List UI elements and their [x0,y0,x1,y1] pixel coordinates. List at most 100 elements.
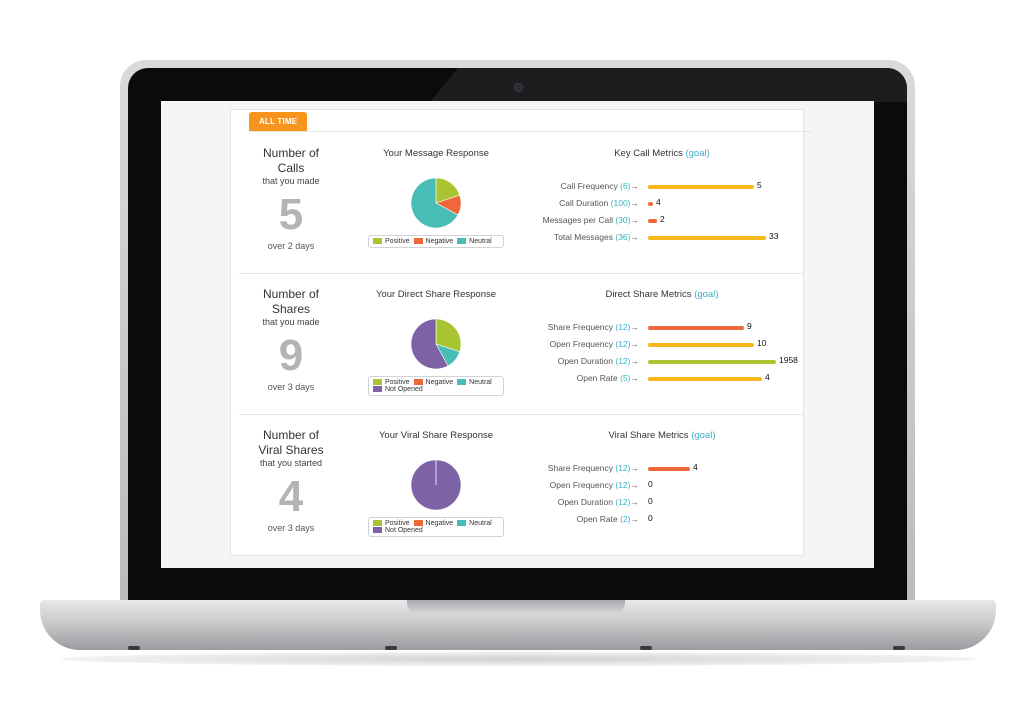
pie-title: Your Message Response [383,148,489,159]
response-pie-chart[interactable] [410,318,462,370]
count-block: Number of Viral Shares that you started 4 ov… [241,428,341,533]
metric-bar [648,467,690,471]
metrics-block: Key Call Metrics (goal) Call Frequency (6… [521,148,803,247]
arrow-icon: → [630,339,640,349]
tab-underline [249,131,813,132]
metric-goal[interactable]: (12) [615,356,631,366]
metric-label: Share Frequency (12)→ [548,322,639,332]
arrow-icon: → [630,514,640,524]
metric-value: 1958 [779,355,798,365]
metric-goal[interactable]: (6) [620,181,631,191]
response-pie-chart[interactable] [410,177,462,229]
legend-label: Negative [425,379,454,386]
legend-item[interactable]: Negative [413,379,454,386]
metric-label: Open Frequency (12)→ [550,480,639,490]
metric-row: Open Rate (5)→ 4 [521,371,803,388]
legend-item[interactable]: Not Opened [373,386,423,393]
metric-name: Messages per Call [542,215,613,225]
metric-label: Open Rate (5)→ [577,373,639,383]
laptop-foot [893,646,905,650]
section-divider [239,414,803,415]
metric-goal[interactable]: (12) [615,497,631,507]
pie-legend: Positive Negative Neutral Not Opened [368,376,504,396]
metric-goal[interactable]: (2) [620,514,631,524]
metric-label: Open Duration (12)→ [558,356,639,366]
legend-item[interactable]: Positive [373,238,410,245]
metric-name: Open Rate [576,373,618,383]
legend-swatch [413,379,423,386]
metrics-block: Direct Share Metrics (goal) Share Frequen… [521,289,803,388]
legend-swatch [373,238,382,245]
metric-row: Total Messages (36)→ 33 [521,230,803,247]
legend-swatch [373,520,382,527]
arrow-icon: → [630,215,640,225]
section-divider [239,273,803,274]
metric-row: Call Frequency (6)→ 5 [521,179,803,196]
legend-item[interactable]: Negative [413,238,454,245]
metric-value: 2 [660,214,665,224]
legend-swatch [373,527,382,534]
tab-all-time[interactable]: ALL TIME [249,112,308,131]
legend-item[interactable]: Not Opened [373,527,423,534]
legend-item[interactable]: Neutral [457,238,492,245]
legend-swatch [457,520,467,527]
metric-goal[interactable]: (12) [615,322,631,332]
metric-value: 33 [769,231,779,241]
metric-goal[interactable]: (100) [610,198,631,208]
count-subtitle: that you made [262,317,320,327]
pie-legend: Positive Negative Neutral Not Opened [368,517,504,537]
legend-label: Not Opened [385,527,423,534]
goal-link[interactable]: (goal) [691,430,716,441]
pie-slice-positive[interactable] [435,318,462,353]
legend-item[interactable]: Neutral [457,520,492,527]
metric-rows: Call Frequency (6)→ 5 Call Duration (100)→… [521,179,803,247]
legend-item[interactable]: Negative [413,520,453,527]
metric-value: 4 [765,372,770,382]
legend-label: Positive [385,520,410,527]
response-pie-chart[interactable] [410,459,462,511]
arrow-icon: → [630,322,640,332]
metric-goal[interactable]: (30) [615,215,631,225]
metric-label: Call Duration (100)→ [559,198,639,208]
metric-name: Call Duration [559,198,609,208]
count-span: over 3 days [267,523,315,533]
metric-goal[interactable]: (12) [615,339,631,349]
goal-link[interactable]: (goal) [694,289,719,300]
legend-item[interactable]: Neutral [457,379,492,386]
legend-label: Negative [425,238,454,245]
metrics-title: Key Call Metrics (goal) [521,148,803,159]
legend-swatch [413,238,423,245]
legend-swatch [413,520,423,527]
legend-item[interactable]: Positive [373,520,410,527]
legend-swatch [457,238,467,245]
metric-value: 0 [648,496,653,506]
legend-swatch [373,379,382,386]
pie-block: Your Message Response Positive Negative Neu… [361,148,511,248]
pie-slice-not-opened[interactable] [410,318,449,370]
legend-label: Not Opened [385,386,423,393]
pie-title: Your Viral Share Response [378,430,494,441]
metric-goal[interactable]: (12) [615,463,631,473]
metric-row: Open Rate (2)→ 0 [521,512,803,529]
laptop-shadow [60,652,976,666]
screen: ALL TIME Number of Calls that you made 5 ove… [161,101,874,568]
count-block: Number of Calls that you made 5 over 2 days [241,146,341,251]
metric-row: Share Frequency (12)→ 4 [521,461,803,478]
pie-block: Your Viral Share Response Positive Negativ… [361,430,511,537]
metric-name: Open Duration [557,356,613,366]
pie-slice-neutral[interactable] [410,177,459,229]
legend-item[interactable]: Positive [373,379,410,386]
arrow-icon: → [630,463,640,473]
metrics-block: Viral Share Metrics (goal) Share Frequenc… [521,430,803,529]
pie-block: Your Direct Share Response Positive Negati… [361,289,511,396]
metric-goal[interactable]: (36) [615,232,631,242]
metric-goal[interactable]: (5) [620,373,631,383]
count-block: Number of Shares that you made 9 over 3 days [241,287,341,392]
metric-bar [648,326,744,330]
goal-link[interactable]: (goal) [685,148,710,159]
metric-bar [648,377,762,381]
metric-name: Share Frequency [547,463,613,473]
legend-swatch [373,386,382,393]
metric-value: 5 [757,180,762,190]
metric-goal[interactable]: (12) [615,480,631,490]
